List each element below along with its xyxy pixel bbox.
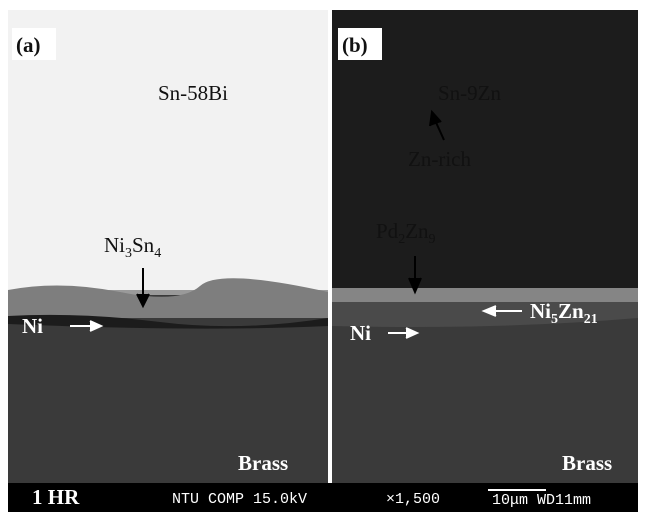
t: 3 — [125, 246, 132, 261]
t: 9 — [429, 232, 436, 247]
panel-b: (b) Sn-9Zn Zn-rich Pd2Zn9 Ni5Zn21 Ni Bra… — [332, 10, 638, 483]
t: 21 — [584, 312, 598, 327]
scale-label: 10μm WD11mm — [492, 492, 591, 509]
t: Pd — [376, 219, 399, 243]
alloy-label: Sn-58Bi — [158, 81, 228, 105]
layer-label: Ni — [350, 321, 371, 345]
t: 5 — [551, 312, 558, 327]
t: Zn — [558, 299, 584, 323]
layer-label: Ni — [22, 314, 43, 338]
instrument-label: NTU COMP 15.0kV — [172, 491, 307, 508]
panel-a: (a) Sn-58Bi Ni3Sn4 Ni Brass — [8, 10, 328, 483]
particle-label: Pd2Zn9 — [376, 219, 436, 247]
t: Ni — [104, 233, 125, 257]
t: 2 — [398, 232, 405, 247]
substrate-label: Brass — [562, 451, 612, 475]
alloy-label: Sn-9Zn — [438, 81, 502, 105]
imc-layer — [332, 288, 638, 302]
t: 4 — [154, 246, 161, 261]
t: Ni — [530, 299, 551, 323]
panel-tag: (b) — [342, 33, 368, 57]
substrate-label: Brass — [238, 451, 288, 475]
magnification-label: ×1,500 — [386, 491, 440, 508]
t: Sn — [132, 233, 155, 257]
panel-tag: (a) — [16, 33, 41, 57]
micrograph-figure: (a) Sn-58Bi Ni3Sn4 Ni Brass (b) Sn-9Zn Z… — [0, 0, 646, 517]
t: Zn — [405, 219, 429, 243]
time-label: 1 HR — [32, 485, 80, 509]
imc-label: Ni3Sn4 — [104, 233, 161, 261]
phase-label: Zn-rich — [408, 147, 471, 171]
